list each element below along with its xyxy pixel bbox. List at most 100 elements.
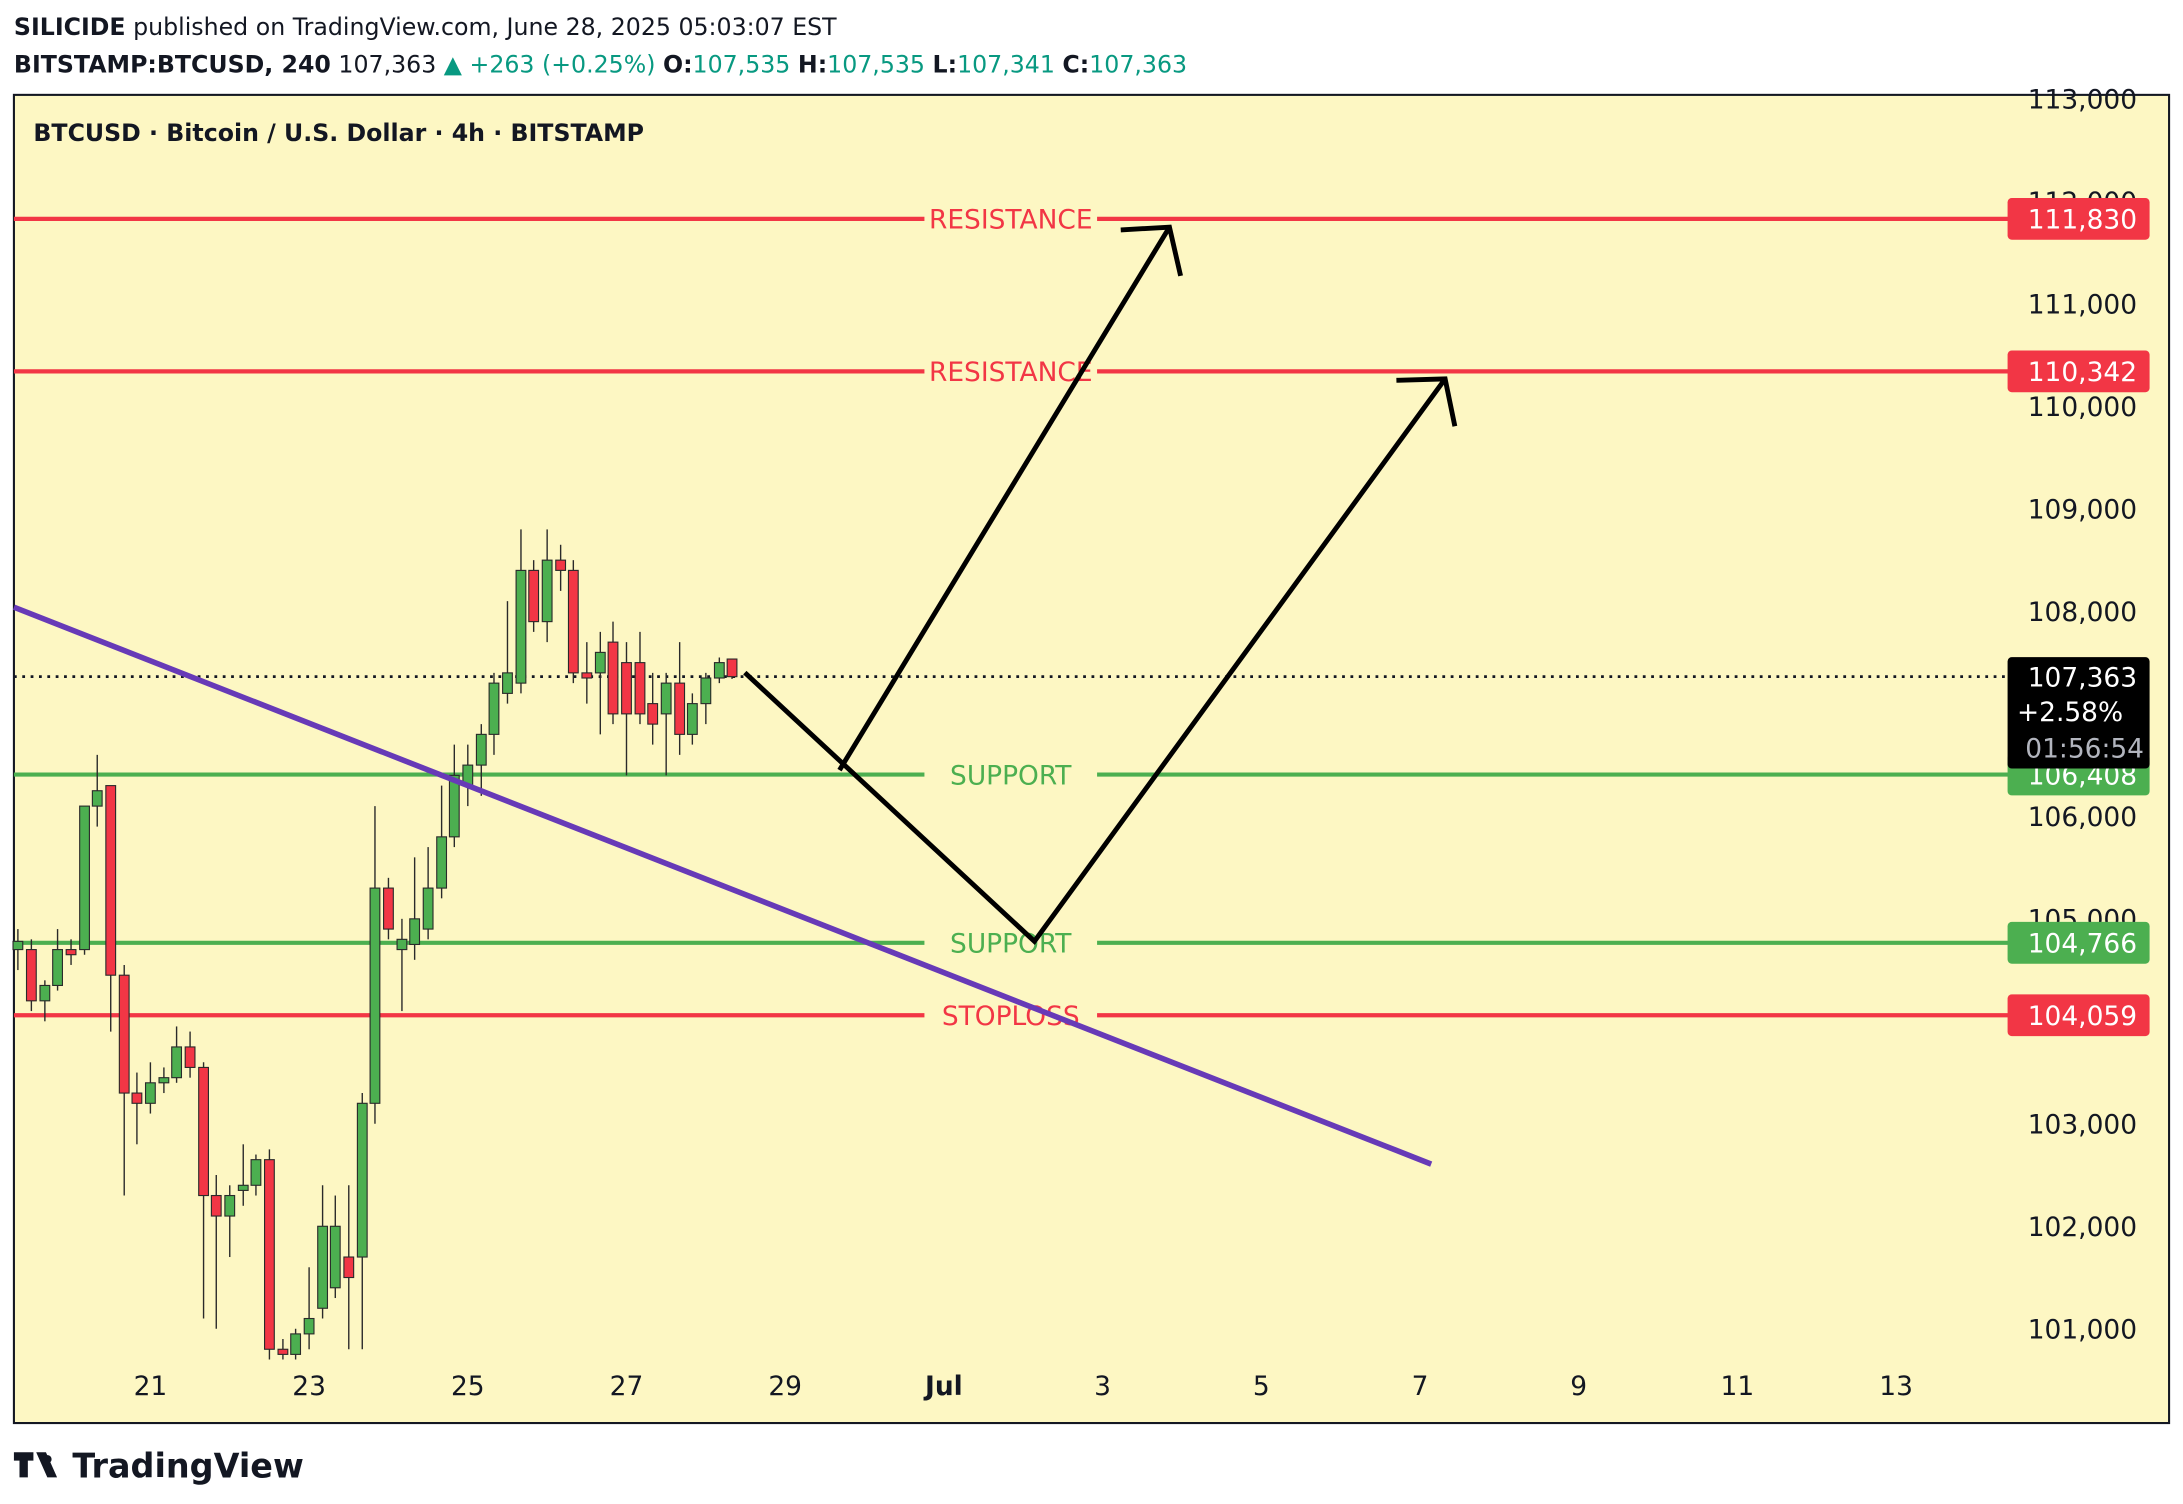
- candle-body: [210, 1194, 222, 1217]
- candle-body: [118, 974, 130, 1094]
- candle-body: [515, 569, 527, 684]
- chart-layer: 101,000102,000103,000105,000106,000108,0…: [12, 85, 2137, 1402]
- candle-body: [660, 682, 672, 715]
- last-change: +2.58%: [2017, 697, 2123, 728]
- y-tick-label: 110,000: [2028, 392, 2137, 423]
- candle-body: [581, 672, 593, 679]
- candle-body: [250, 1159, 262, 1186]
- candle-body: [317, 1225, 329, 1309]
- candle-body: [369, 887, 381, 1104]
- candle-body: [224, 1194, 236, 1217]
- l: 107,341: [957, 51, 1055, 79]
- brand: TradingView: [72, 1446, 303, 1485]
- candle-body: [475, 733, 487, 766]
- candle-body: [634, 662, 646, 715]
- candle-body: [541, 559, 553, 623]
- x-tick-label: 29: [768, 1371, 802, 1402]
- candle-body: [502, 672, 513, 694]
- level-price-box: [2007, 994, 2150, 1037]
- y-tick-label: 102,000: [2028, 1212, 2137, 1243]
- c-label: C:: [1062, 51, 1089, 79]
- candle-body: [329, 1225, 341, 1289]
- candle-body: [263, 1159, 275, 1350]
- y-tick-label: 103,000: [2028, 1110, 2137, 1141]
- x-tick-label: Jul: [923, 1371, 963, 1402]
- level-label-bg: [924, 757, 1098, 792]
- y-tick-label: 109,000: [2028, 495, 2137, 526]
- arrow-path: [743, 377, 1448, 945]
- x-tick-label: 7: [1412, 1371, 1429, 1402]
- level-label: SUPPORT: [950, 929, 1072, 960]
- candle-body: [567, 569, 579, 674]
- candle-body: [726, 658, 738, 678]
- candle-body: [422, 887, 434, 930]
- candle-body: [65, 949, 77, 956]
- candle-body: [184, 1046, 196, 1068]
- candle-body: [171, 1046, 183, 1079]
- x-tick-label: 23: [292, 1371, 326, 1402]
- chart-title: BTCUSD · Bitcoin / U.S. Dollar · 4h · BI…: [33, 119, 644, 147]
- candle-body: [713, 662, 725, 679]
- c: 107,363: [1089, 51, 1187, 79]
- x-tick-label: 27: [610, 1371, 644, 1402]
- header-line-1: SILICIDE published on TradingView.com, J…: [14, 13, 837, 41]
- candle-body: [396, 938, 408, 951]
- countdown: 01:56:54: [2025, 733, 2144, 764]
- candle-body: [144, 1082, 156, 1104]
- level-price-box: [2007, 921, 2150, 964]
- level-price-label: 111,830: [2028, 205, 2137, 236]
- logo-mark: [13, 1452, 58, 1478]
- level-price-label: 104,766: [2028, 929, 2137, 960]
- level-label-bg: [924, 202, 1098, 236]
- level-price-label: 110,342: [2028, 357, 2137, 388]
- level-price-box: [2007, 350, 2150, 393]
- candle-body: [594, 651, 606, 674]
- candle-body: [647, 703, 659, 725]
- candle-body: [131, 1092, 143, 1104]
- arrow-head: [1120, 224, 1183, 277]
- candle-body: [448, 774, 460, 838]
- candle-body: [383, 887, 394, 930]
- trendline: [12, 604, 1433, 1167]
- candle-body: [436, 836, 448, 889]
- candle-body: [528, 569, 540, 623]
- candle-body: [607, 641, 619, 715]
- level-label-bg: [924, 354, 1098, 389]
- level-label-bg: [924, 926, 1098, 960]
- x-tick-label: 11: [1721, 1371, 1755, 1402]
- candle-body: [621, 662, 632, 715]
- candle-body: [686, 703, 698, 735]
- author: SILICIDE: [14, 13, 126, 41]
- y-tick-label: 108,000: [2028, 597, 2137, 628]
- x-tick-label: 21: [134, 1371, 168, 1402]
- o: 107,535: [693, 51, 791, 79]
- footer-logo: TradingView: [13, 1446, 304, 1485]
- x-tick-label: 5: [1253, 1371, 1270, 1402]
- candle-body: [409, 918, 421, 946]
- y-tick-label: 111,000: [2028, 290, 2137, 321]
- level-label: RESISTANCE: [929, 357, 1093, 388]
- y-tick-label: 101,000: [2028, 1315, 2137, 1346]
- level-label-bg: [924, 998, 1098, 1032]
- candle-body: [198, 1066, 209, 1197]
- candle-body: [91, 790, 103, 807]
- symbol: BITSTAMP:BTCUSD, 240: [14, 51, 331, 79]
- published: published on TradingView.com, June 28, 2…: [133, 13, 837, 41]
- candle-body: [488, 682, 500, 735]
- candle-body: [674, 682, 686, 735]
- candle-body: [237, 1184, 249, 1191]
- y-tick-label: 106,000: [2028, 802, 2137, 833]
- candle-body: [303, 1317, 315, 1335]
- candle-body: [290, 1333, 302, 1355]
- candle-body: [39, 984, 51, 1002]
- x-tick-label: 13: [1879, 1371, 1913, 1402]
- last-price-label: 107,363: [2028, 662, 2137, 693]
- level-label: RESISTANCE: [929, 205, 1093, 236]
- candle-body: [277, 1348, 289, 1355]
- header-line-2: BITSTAMP:BTCUSD, 240 107,363 ▲ +263 (+0.…: [14, 51, 1187, 79]
- candle-body: [12, 940, 24, 951]
- h: 107,535: [827, 51, 925, 79]
- level-price-label: 104,059: [2028, 1001, 2137, 1032]
